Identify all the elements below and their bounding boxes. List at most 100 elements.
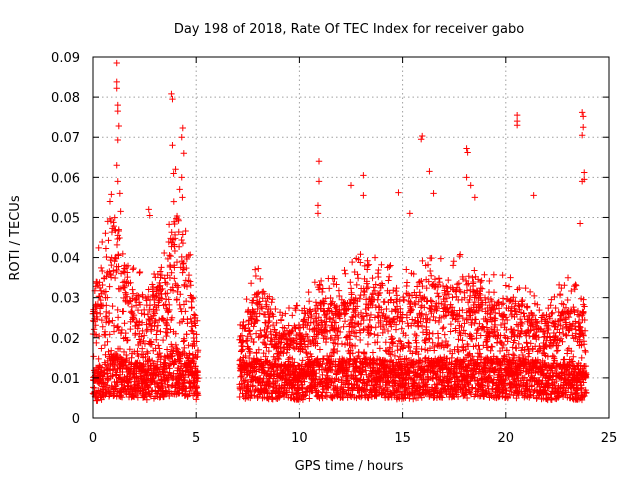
data-point	[443, 283, 450, 290]
data-point	[283, 327, 291, 334]
data-point	[331, 378, 339, 385]
data-point	[244, 337, 251, 344]
data-point	[158, 271, 166, 279]
data-point	[177, 352, 184, 359]
data-point	[138, 333, 145, 340]
data-point	[155, 290, 162, 297]
data-point	[533, 318, 540, 325]
data-point	[289, 312, 296, 319]
data-point	[114, 314, 122, 321]
data-point	[491, 321, 499, 329]
data-point	[394, 347, 401, 354]
data-point	[479, 323, 486, 330]
data-point	[191, 342, 198, 350]
data-point	[396, 353, 404, 360]
data-point	[382, 347, 389, 354]
data-point	[148, 327, 155, 335]
data-point	[192, 322, 199, 329]
data-point	[410, 270, 417, 278]
data-point	[548, 396, 555, 404]
data-point	[345, 305, 352, 312]
data-point	[124, 262, 132, 270]
data-point	[501, 320, 509, 327]
data-point	[408, 306, 415, 313]
data-point	[409, 350, 416, 357]
data-point	[121, 320, 128, 327]
data-points	[89, 59, 590, 404]
data-point	[444, 382, 451, 390]
data-point	[556, 329, 563, 336]
data-point	[456, 251, 464, 258]
data-point	[90, 318, 98, 325]
data-point	[439, 325, 446, 332]
data-point	[525, 387, 533, 395]
data-point	[455, 280, 463, 287]
data-point	[106, 198, 114, 205]
data-point	[310, 319, 317, 326]
data-point	[497, 321, 505, 329]
data-point	[299, 357, 306, 364]
data-point	[578, 354, 585, 362]
data-point	[156, 282, 164, 289]
data-point	[127, 279, 134, 286]
data-point	[325, 384, 332, 392]
data-point	[283, 389, 291, 396]
data-point	[419, 257, 426, 265]
data-point	[488, 297, 496, 305]
data-point	[252, 272, 260, 280]
data-point	[104, 338, 111, 345]
data-point	[454, 393, 462, 400]
data-point	[572, 330, 580, 337]
data-point	[390, 299, 397, 306]
data-point	[257, 327, 264, 334]
data-point	[173, 212, 181, 220]
data-point	[551, 367, 559, 375]
data-point	[326, 352, 333, 360]
data-point	[414, 319, 421, 326]
data-point	[357, 336, 364, 344]
data-point	[452, 325, 459, 332]
data-point	[353, 281, 360, 289]
data-point	[476, 350, 484, 357]
data-point	[291, 359, 298, 366]
data-point	[146, 356, 153, 363]
data-point	[565, 313, 573, 321]
data-point	[93, 331, 100, 338]
data-point	[124, 382, 131, 390]
data-point	[490, 271, 498, 278]
data-point	[135, 352, 142, 360]
data-point	[174, 346, 181, 353]
data-point	[127, 309, 135, 316]
data-point	[182, 297, 190, 305]
data-point	[536, 359, 544, 366]
data-point	[580, 341, 588, 348]
data-point	[360, 325, 368, 333]
data-point	[172, 341, 180, 349]
data-point	[168, 228, 175, 236]
data-point	[125, 366, 132, 374]
data-point	[447, 375, 455, 382]
data-point	[340, 323, 347, 330]
data-point	[439, 369, 446, 376]
data-point	[365, 394, 372, 402]
data-point	[165, 221, 173, 228]
data-point	[341, 267, 348, 274]
data-point	[424, 261, 432, 268]
data-point	[458, 323, 465, 331]
data-point	[544, 353, 552, 360]
data-point	[384, 327, 392, 335]
data-point	[469, 274, 476, 282]
data-point	[96, 387, 104, 395]
data-point	[256, 310, 263, 317]
data-point	[329, 366, 336, 374]
data-point	[357, 329, 364, 336]
data-point	[251, 266, 259, 273]
data-point	[418, 310, 426, 317]
data-point	[268, 334, 275, 342]
data-point	[572, 318, 579, 325]
data-point	[247, 330, 254, 338]
data-point	[301, 378, 308, 385]
data-point	[194, 368, 202, 376]
data-point	[560, 301, 567, 308]
data-point	[564, 274, 572, 281]
